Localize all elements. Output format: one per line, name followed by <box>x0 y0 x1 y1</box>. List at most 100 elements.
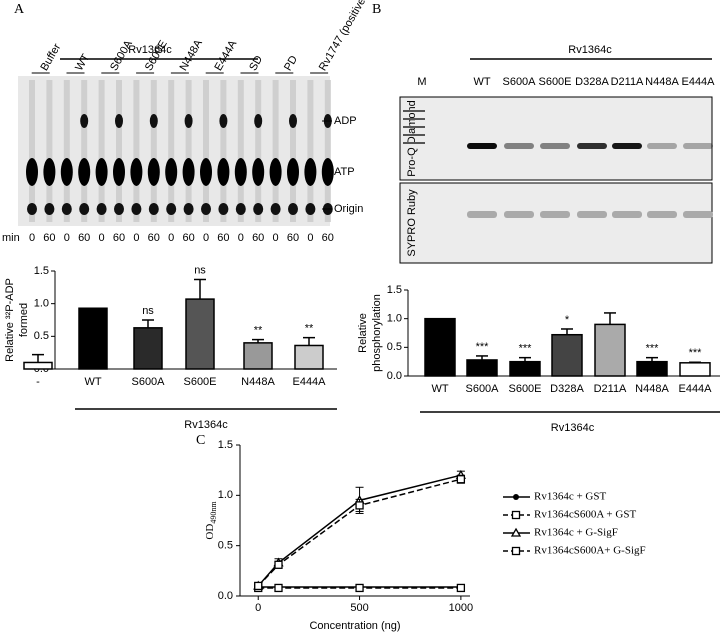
gel-image <box>399 96 713 181</box>
origin-band <box>44 203 55 215</box>
lane-label: D211A <box>611 76 644 88</box>
lane-label: Buffer <box>38 41 63 73</box>
time-unit: min <box>2 232 20 244</box>
x-tick-label: N448A <box>241 376 275 388</box>
x-tick-label: - <box>36 376 40 388</box>
lane-streak <box>168 80 175 222</box>
y-tick-label: 0.0 <box>218 590 233 602</box>
significance: *** <box>689 347 703 359</box>
legend-label: Rv1364cS600A + GST <box>534 509 636 521</box>
lane-streak <box>307 80 314 222</box>
series-line <box>257 474 462 587</box>
total-band <box>467 211 497 218</box>
marker <box>511 546 521 556</box>
atp-band <box>147 158 160 186</box>
lane-streak <box>203 80 209 222</box>
adp-band <box>80 114 89 128</box>
lane-label: D328A <box>575 76 609 88</box>
group-label: Rv1364c <box>184 419 228 431</box>
atp-band <box>95 158 108 186</box>
adp-band <box>184 114 193 128</box>
y-tick-label: 1.5 <box>387 284 402 296</box>
lane-label: WT <box>473 76 490 88</box>
origin-band <box>305 203 316 215</box>
marker <box>274 560 283 569</box>
y-axis-label-line: Relative <box>357 313 369 353</box>
bar <box>133 327 163 370</box>
origin-band <box>218 203 229 215</box>
phospho-band <box>540 143 570 149</box>
adp-band <box>149 114 158 128</box>
lane-streak <box>220 80 227 222</box>
origin-band <box>288 203 298 215</box>
origin-band <box>96 203 107 215</box>
x-tick-label: 500 <box>350 602 368 614</box>
marker-label: M <box>417 76 426 88</box>
y-tick-label: 0.0 <box>387 370 402 382</box>
adp-band <box>254 114 263 128</box>
panel-label: C <box>196 433 205 448</box>
lane-streak <box>63 80 70 222</box>
time-label: 0 <box>168 232 174 244</box>
y-axis-label-line: formed <box>18 303 30 337</box>
x-tick-label: 1000 <box>449 602 473 614</box>
ladder-band <box>403 118 425 120</box>
lane-streak <box>150 80 157 222</box>
bar <box>294 344 324 370</box>
x-tick-label: 0 <box>255 602 261 614</box>
origin-band <box>270 203 281 215</box>
time-label: 0 <box>133 232 139 244</box>
series-line <box>257 478 462 587</box>
time-label: 0 <box>203 232 209 244</box>
bar <box>594 323 626 377</box>
time-label: 0 <box>273 232 279 244</box>
y-axis-label-sub: 490nm <box>209 501 218 524</box>
lane-label: WT <box>73 52 92 73</box>
significance: *** <box>519 343 533 355</box>
y-tick-label: 1.5 <box>218 439 233 451</box>
marker <box>355 501 364 510</box>
x-tick-label: WT <box>431 383 448 395</box>
significance: ** <box>254 325 263 337</box>
bar <box>23 361 53 370</box>
x-tick-label: N448A <box>635 383 669 395</box>
y-axis-label-line: Relative ³²P-ADP <box>4 278 16 362</box>
adp-band <box>219 114 228 128</box>
atp-band <box>78 158 91 186</box>
phospho-band <box>577 143 607 149</box>
x-axis-label: Concentration (ng) <box>309 620 400 632</box>
phospho-band <box>504 143 534 149</box>
time-label: 0 <box>29 232 35 244</box>
lane-label: PD <box>282 54 300 73</box>
origin-band <box>235 203 246 215</box>
lane-label: E444A <box>681 76 715 88</box>
lane-streak <box>324 80 331 222</box>
ladder-band <box>403 110 425 112</box>
significance: ns <box>194 264 206 276</box>
lane-streak <box>46 80 53 222</box>
y-tick-label: 0.5 <box>34 330 49 342</box>
atp-band <box>113 158 125 186</box>
origin-band <box>166 203 177 215</box>
lane-streak <box>237 80 244 222</box>
total-band <box>647 211 677 218</box>
phospho-band <box>683 143 713 149</box>
bar <box>509 360 541 377</box>
group-label: Rv1364c <box>128 44 172 56</box>
origin-band <box>61 203 72 215</box>
bar <box>185 298 215 370</box>
total-band <box>612 211 642 218</box>
origin-band <box>131 203 142 215</box>
atp-band <box>165 158 178 186</box>
time-label: 60 <box>78 232 90 244</box>
bar <box>243 342 273 370</box>
time-label: 0 <box>307 232 313 244</box>
y-tick-label: 1.0 <box>34 298 49 310</box>
y-tick-label: 1.5 <box>34 265 49 277</box>
lane-streak <box>133 80 140 222</box>
lane-label: S600A <box>502 76 536 88</box>
marker <box>456 475 466 484</box>
y-axis-label: Relative ³²P-ADP formed <box>4 278 30 362</box>
bar <box>78 307 108 370</box>
y-axis-label-line: phosphorylation <box>371 294 383 372</box>
